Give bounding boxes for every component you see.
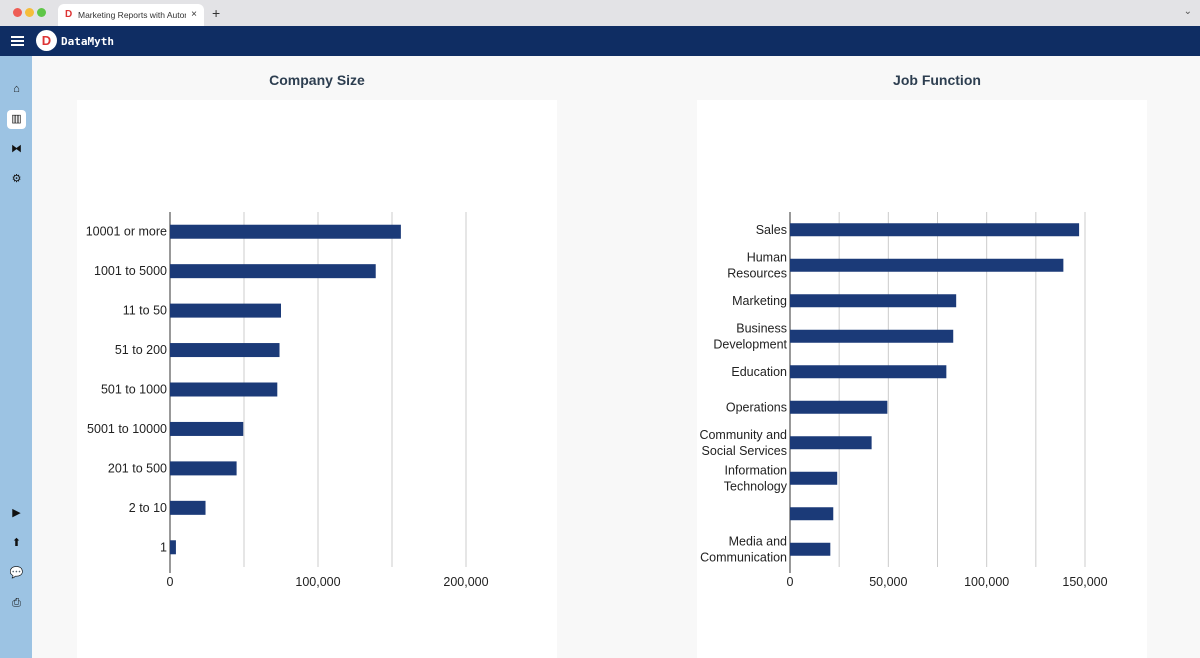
job-function-card (697, 100, 1147, 658)
bar (790, 471, 838, 485)
bar (170, 461, 237, 476)
tab-list-chevron-icon[interactable]: ⌄ (1183, 6, 1192, 17)
new-tab-button[interactable]: + (212, 5, 221, 21)
company-size-card (77, 100, 557, 658)
chart-icon[interactable]: ▥ (7, 110, 26, 129)
chart-0: 10001 or more 1001 to 5000 11 to 50 51 to 2… (86, 212, 489, 589)
bar (790, 223, 1080, 237)
video-icon[interactable]: ▶ (12, 507, 21, 519)
category-label: Education (731, 365, 787, 379)
bar (790, 258, 1064, 272)
category-label: Operations (726, 400, 787, 414)
browser-tab[interactable]: D Marketing Reports with Automa × (58, 4, 204, 26)
category-label: Sales (756, 223, 787, 237)
home-icon[interactable]: ⌂ (13, 83, 20, 95)
category-label: 51 to 200 (115, 343, 167, 357)
bar (170, 224, 401, 239)
category-label: 2 to 10 (129, 501, 167, 515)
bar (170, 303, 281, 318)
x-tick-label: 100,000 (964, 575, 1009, 589)
x-tick-label: 100,000 (295, 575, 340, 589)
category-label: Technology (724, 479, 788, 493)
bar (790, 542, 831, 556)
hamburger-menu-icon[interactable] (11, 36, 24, 46)
category-label: 1 (160, 540, 167, 554)
bar (790, 294, 957, 308)
connections-icon[interactable]: ⧓ (11, 143, 22, 155)
bar (790, 400, 888, 414)
x-tick-label: 0 (787, 575, 794, 589)
bar (790, 436, 872, 450)
bar (170, 500, 206, 515)
sidebar: ⌂ ▥ ⧓ ⚙ ▶ ⬆ 💬 ⎙ (0, 56, 32, 658)
x-tick-label: 0 (167, 575, 174, 589)
bar (170, 264, 376, 279)
bar (170, 343, 280, 358)
minimize-window-button[interactable] (25, 8, 34, 17)
category-label: Media and (729, 534, 787, 548)
printer-icon[interactable]: ⎙ (12, 597, 21, 609)
chat-icon[interactable]: 💬 (9, 567, 24, 579)
app-header: D DataMyth (0, 26, 1200, 56)
chart-1: Sales Human Resources Marketing Business Deve… (699, 212, 1108, 589)
x-tick-label: 150,000 (1062, 575, 1107, 589)
app-name: DataMyth (61, 35, 114, 48)
category-label: 501 to 1000 (101, 383, 167, 397)
category-label: Community and (699, 428, 787, 442)
category-label: 201 to 500 (108, 461, 167, 475)
maximize-window-button[interactable] (37, 8, 46, 17)
favicon-icon: D (65, 9, 73, 20)
category-label: Human (747, 250, 787, 264)
bar (790, 365, 947, 379)
category-label: 10001 or more (86, 225, 167, 239)
category-label: Communication (700, 550, 787, 564)
bar (170, 421, 244, 436)
close-tab-icon[interactable]: × (191, 9, 197, 20)
upload-icon[interactable]: ⬆ (11, 537, 22, 549)
job-function-title: Job Function (893, 72, 981, 88)
category-label: Information (724, 463, 787, 477)
app-logo[interactable]: D (36, 30, 57, 51)
category-label: 5001 to 10000 (87, 422, 167, 436)
category-label: 1001 to 5000 (94, 264, 167, 278)
bar (790, 507, 834, 521)
x-tick-label: 200,000 (443, 575, 488, 589)
x-tick-label: 50,000 (869, 575, 907, 589)
category-label: Social Services (702, 444, 787, 458)
category-label: Business (736, 321, 787, 335)
settings-icon[interactable]: ⚙ (11, 173, 22, 185)
category-label: 11 to 50 (123, 304, 167, 318)
bar (170, 382, 278, 397)
category-label: Marketing (732, 294, 787, 308)
bar (790, 329, 954, 343)
bar (170, 540, 176, 555)
company-size-title: Company Size (269, 72, 365, 88)
close-window-button[interactable] (13, 8, 22, 17)
browser-tab-bar: D Marketing Reports with Automa × + ⌄ (0, 0, 1200, 26)
category-label: Development (713, 337, 787, 351)
category-label: Resources (727, 266, 787, 280)
tab-title: Marketing Reports with Automa (78, 10, 186, 20)
